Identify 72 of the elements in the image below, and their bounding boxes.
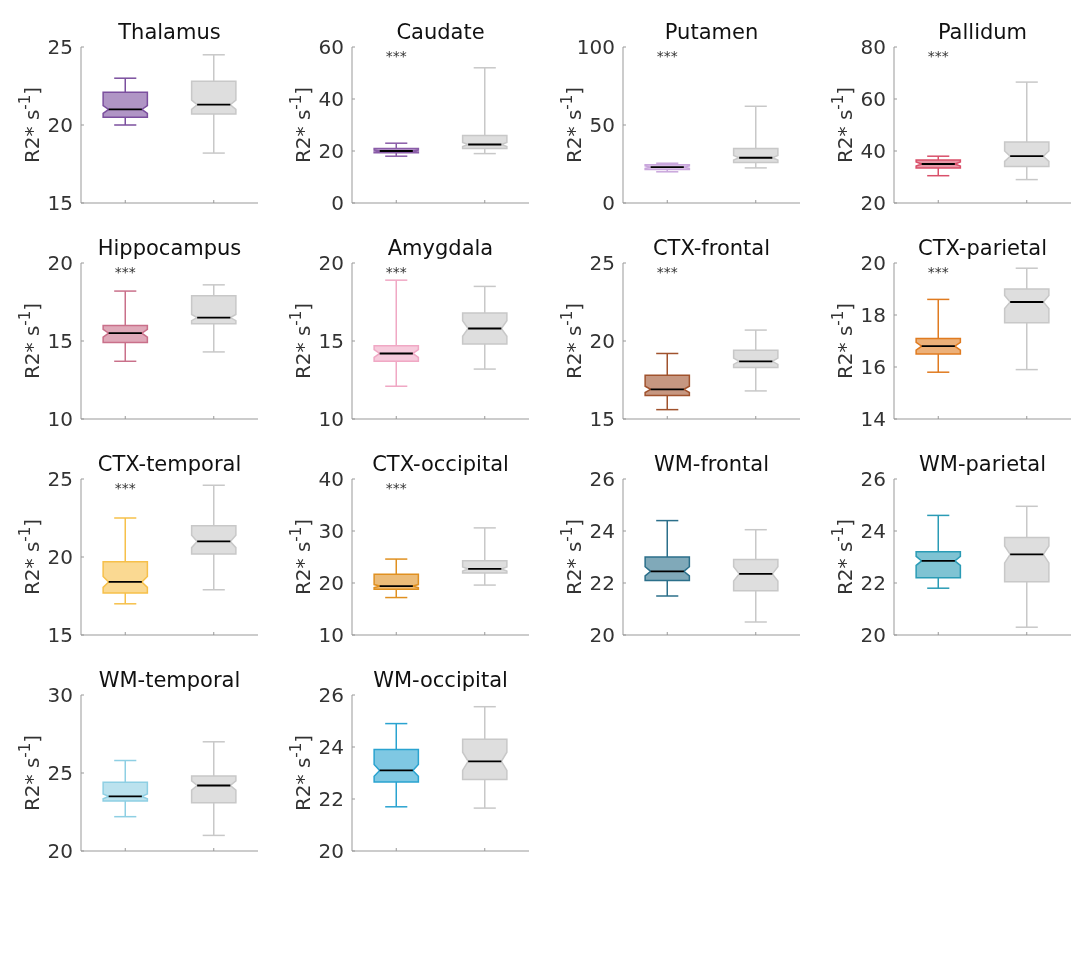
y-tick-label: 16 [860, 355, 886, 379]
annotation: *** [385, 48, 407, 64]
chart-title: WM-parietal [919, 452, 1046, 476]
y-tick-label: 14 [860, 407, 886, 431]
y-tick-label: 25 [47, 467, 73, 491]
y-tick-label: 25 [589, 251, 615, 275]
y-tick-label: 0 [602, 191, 615, 215]
y-tick-label: 26 [589, 467, 615, 491]
annotation: *** [114, 480, 136, 496]
chart-title: Thalamus [117, 20, 221, 44]
annotation: *** [114, 264, 136, 280]
y-tick-label: 24 [860, 519, 886, 543]
chart-title: Pallidum [937, 20, 1028, 44]
y-tick-label: 24 [318, 735, 344, 759]
y-tick-label: 22 [860, 571, 886, 595]
annotation: *** [656, 264, 678, 280]
y-tick-label: 30 [318, 519, 344, 543]
y-tick-label: 40 [860, 139, 886, 163]
y-tick-label: 25 [47, 761, 73, 785]
y-tick-label: 30 [47, 683, 73, 707]
y-tick-label: 22 [318, 787, 344, 811]
y-tick-label: 26 [318, 683, 344, 707]
y-tick-label: 20 [47, 113, 73, 137]
y-tick-label: 26 [860, 467, 886, 491]
y-tick-label: 40 [318, 467, 344, 491]
chart-title: CTX-frontal [652, 236, 771, 260]
y-tick-label: 80 [860, 35, 886, 59]
y-tick-label: 22 [589, 571, 615, 595]
y-tick-label: 10 [318, 407, 344, 431]
y-tick-label: 40 [318, 87, 344, 111]
y-tick-label: 18 [860, 303, 886, 327]
y-tick-label: 15 [47, 191, 73, 215]
y-tick-label: 20 [47, 545, 73, 569]
y-tick-label: 50 [589, 113, 615, 137]
y-tick-label: 20 [589, 623, 615, 647]
y-tick-label: 20 [318, 251, 344, 275]
y-tick-label: 100 [576, 35, 615, 59]
y-tick-label: 15 [47, 329, 73, 353]
chart-title: WM-temporal [98, 668, 241, 692]
y-tick-label: 20 [318, 139, 344, 163]
chart-title: Putamen [664, 20, 759, 44]
y-tick-label: 15 [318, 329, 344, 353]
y-tick-label: 60 [318, 35, 344, 59]
y-tick-label: 20 [318, 571, 344, 595]
y-tick-label: 20 [860, 191, 886, 215]
chart-title: CTX-temporal [97, 452, 242, 476]
annotation: *** [927, 264, 949, 280]
chart-title: Caudate [396, 20, 485, 44]
y-tick-label: 20 [47, 251, 73, 275]
y-tick-label: 10 [47, 407, 73, 431]
chart-title: Hippocampus [97, 236, 242, 260]
annotation: *** [385, 264, 407, 280]
y-tick-label: 15 [47, 623, 73, 647]
y-tick-label: 10 [318, 623, 344, 647]
chart-title: WM-occipital [373, 668, 508, 692]
y-tick-label: 0 [331, 191, 344, 215]
y-tick-label: 60 [860, 87, 886, 111]
y-tick-label: 25 [47, 35, 73, 59]
chart-title: CTX-parietal [918, 236, 1047, 260]
chart-title: CTX-occipital [372, 452, 509, 476]
y-tick-label: 20 [318, 839, 344, 863]
annotation: *** [656, 48, 678, 64]
annotation: *** [385, 480, 407, 496]
y-tick-label: 20 [860, 251, 886, 275]
y-tick-label: 20 [47, 839, 73, 863]
y-tick-label: 20 [589, 329, 615, 353]
y-tick-label: 24 [589, 519, 615, 543]
y-tick-label: 20 [860, 623, 886, 647]
y-tick-label: 15 [589, 407, 615, 431]
chart-title: Amygdala [387, 236, 494, 260]
annotation: *** [927, 48, 949, 64]
chart-title: WM-frontal [653, 452, 770, 476]
